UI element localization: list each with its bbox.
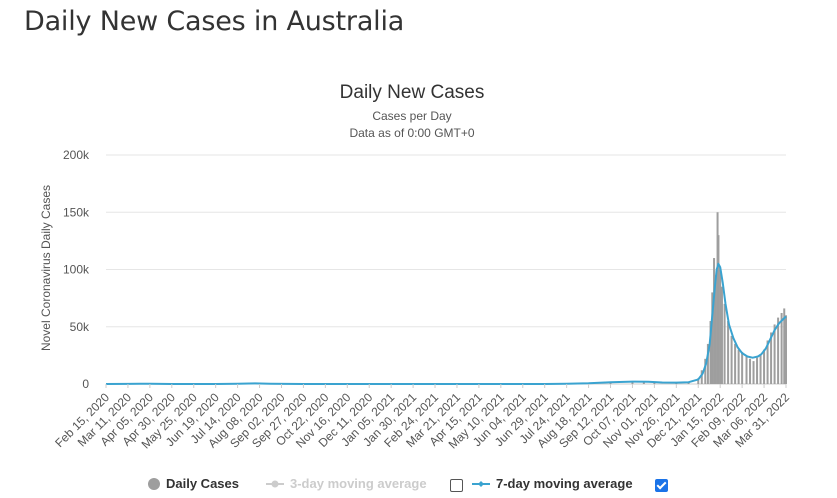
daily-cases-bar [711,292,714,384]
chart-title: Daily New Cases [340,82,485,103]
daily-new-cases-chart: Daily New Cases Cases per Day Data as of… [39,82,792,452]
moving-average-lines [105,262,787,385]
y-tick-label: 0 [82,377,89,391]
daily-cases-bar [720,286,723,384]
line-marker-icon [266,480,284,487]
y-tick-label: 200k [63,148,90,162]
daily-cases-bar [745,356,748,384]
chart-subtitle: Cases per Day [372,109,451,123]
daily-cases-bar [780,313,783,384]
daily-cases-bar [727,321,730,384]
legend-label-7day-average: 7-day moving average [496,476,633,491]
line-marker-icon [472,480,490,487]
checkbox-7day-average[interactable] [655,479,668,492]
legend-label-3day-average: 3-day moving average [290,476,427,491]
checkbox-3day-average[interactable] [450,479,463,492]
daily-cases-bar [730,335,733,384]
chart-subtitle-data-as-of: Data as of 0:00 GMT+0 [349,126,474,140]
y-tick-label: 150k [63,205,90,219]
y-tick-label: 50k [70,320,90,334]
daily-cases-bar [700,370,703,384]
legend-item-3day-average[interactable]: 3-day moving average [266,476,427,491]
daily-cases-bar [631,381,634,384]
daily-cases-bar [752,361,755,384]
daily-cases-bar [783,308,786,384]
daily-cases-bar [697,378,700,384]
daily-cases-bar [759,354,762,384]
daily-cases-bar [766,340,769,384]
daily-cases-bar [756,357,759,384]
y-tick-label: 100k [63,263,90,277]
daily-cases-bar [785,315,787,384]
chart-legend: Daily Cases 3-day moving average 7-day m… [0,472,837,496]
daily-cases-bar [642,381,645,384]
daily-cases-bar [709,321,712,384]
daily-cases-bar [719,269,722,384]
daily-cases-bar [763,349,766,384]
daily-cases-marker-icon [148,477,160,490]
legend-item-daily-cases[interactable]: Daily Cases [148,476,239,491]
daily-cases-bar [706,343,709,384]
daily-cases-bar [741,351,744,384]
page-title: Daily New Cases in Australia [24,6,405,37]
daily-cases-bars [126,212,787,384]
legend-label-daily-cases: Daily Cases [166,476,239,491]
daily-cases-bar [770,332,773,384]
daily-cases-bar [723,303,726,384]
legend-item-7day-average[interactable]: 7-day moving average [472,476,633,491]
grid-lines [106,154,786,385]
daily-cases-bar [734,343,737,384]
y-axis-ticks: 0 50k 100k 150k 200k [63,148,90,391]
daily-cases-bar [773,324,776,384]
daily-cases-bar [653,382,656,384]
daily-cases-bar [737,349,740,384]
daily-cases-bar [717,235,720,384]
daily-cases-bar [704,358,707,384]
seven-day-average-line [105,262,787,385]
daily-cases-bar [777,317,780,384]
daily-cases-bar [749,358,752,384]
daily-cases-bar [713,258,716,384]
daily-cases-bar [714,275,717,384]
y-axis-label: Novel Coronavirus Daily Cases [39,185,53,351]
